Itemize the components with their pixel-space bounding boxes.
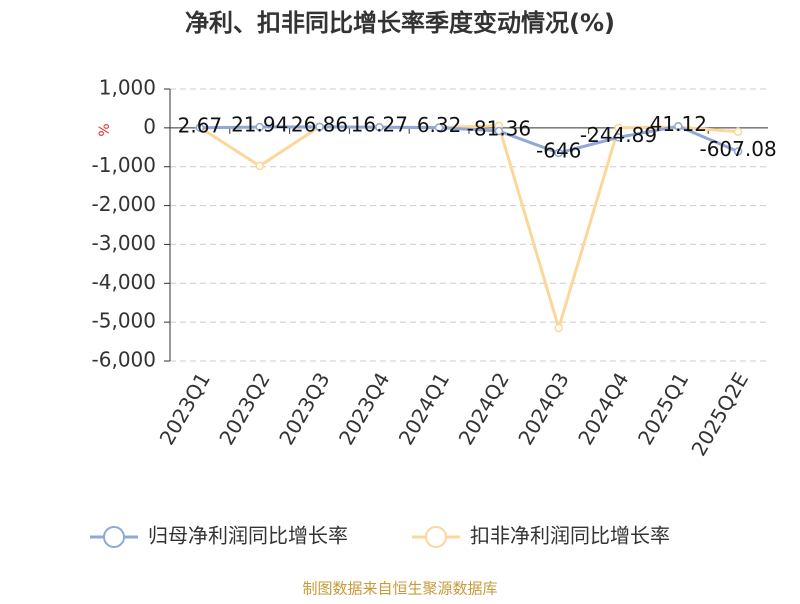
y-tick-label: 1,000 <box>99 76 156 100</box>
y-tick-label: -3,000 <box>92 231 156 255</box>
chart-title: 净利、扣非同比增长率季度变动情况(%) <box>185 9 615 37</box>
data-point <box>554 148 563 158</box>
data-point <box>315 122 324 132</box>
legend-label: 扣非净利润同比增长率 <box>470 524 670 548</box>
data-point <box>255 161 264 171</box>
x-tick-label: 2023Q4 <box>334 368 394 449</box>
source-note: 制图数据来自恒生聚源数据库 <box>302 580 497 598</box>
x-tick-label: 2024Q1 <box>394 368 454 449</box>
y-tick-label: -6,000 <box>92 348 156 372</box>
data-point <box>614 133 623 142</box>
data-point <box>494 126 504 136</box>
x-tick-label: 2023Q1 <box>155 368 215 449</box>
x-tick-label: 2025Q1 <box>633 368 693 449</box>
data-point <box>554 323 563 333</box>
x-tick-label: 2024Q2 <box>454 368 514 449</box>
x-tick-label: 2025Q2E <box>686 368 753 460</box>
y-tick-label: -2,000 <box>92 192 156 216</box>
legend-marker <box>103 526 125 548</box>
series-line <box>199 124 739 155</box>
data-point <box>733 147 743 156</box>
legend-marker <box>425 526 447 548</box>
data-point <box>614 123 623 133</box>
series-line <box>199 124 739 334</box>
data-point <box>674 122 683 131</box>
data-label: -81.36 <box>467 117 531 141</box>
legend-label: 归母净利润同比增长率 <box>148 524 348 548</box>
y-tick-label: -1,000 <box>92 153 156 177</box>
data-label: -244.89 <box>580 123 657 147</box>
data-label: 2.67 <box>178 113 223 137</box>
data-label: 26.86 <box>291 112 348 136</box>
y-tick-label: -5,000 <box>92 309 156 333</box>
x-tick-label: 2023Q2 <box>214 368 274 449</box>
data-point <box>195 123 205 133</box>
y-tick-label: 0 <box>143 114 156 138</box>
data-label: 16.27 <box>351 113 408 137</box>
x-tick-label: 2024Q4 <box>573 368 633 449</box>
data-label: -646 <box>536 138 581 162</box>
x-tick-label: 2023Q3 <box>274 368 334 449</box>
data-label: 41.12 <box>650 112 707 136</box>
x-tick-label: 2024Q3 <box>513 368 573 449</box>
data-point <box>434 123 444 132</box>
data-point <box>255 122 264 132</box>
data-label: 6.32 <box>417 113 462 137</box>
y-tick-label: -4,000 <box>92 270 156 294</box>
data-label: -607.08 <box>699 137 776 161</box>
data-label: 21.94 <box>231 113 288 137</box>
data-point <box>375 122 384 132</box>
data-point <box>733 127 743 136</box>
y-unit: % <box>97 123 113 136</box>
